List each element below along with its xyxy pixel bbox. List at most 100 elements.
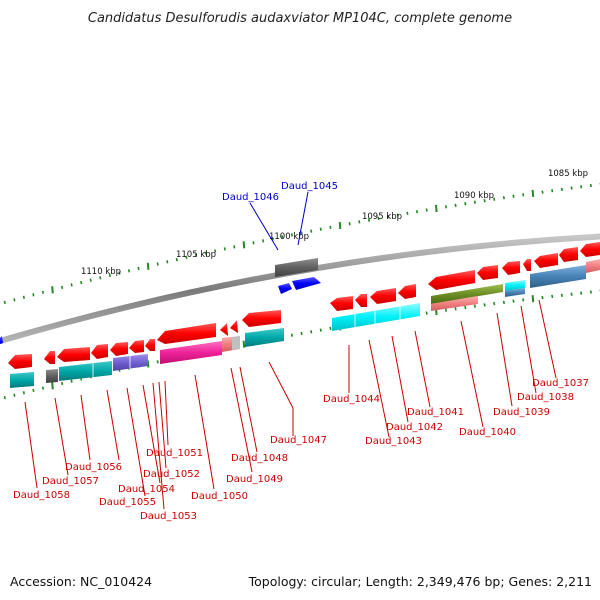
- major-tick: [242, 241, 246, 249]
- minor-tick: [252, 241, 255, 245]
- minor-tick: [406, 211, 409, 215]
- minor-tick: [464, 202, 467, 206]
- minor-tick: [396, 213, 399, 217]
- accession-text: Accession: NC_010424: [10, 574, 152, 589]
- gene-feature: [505, 288, 525, 297]
- gene-feature: [278, 283, 292, 294]
- minor-tick: [137, 266, 140, 271]
- gene-label: Daud_1044: [323, 394, 380, 405]
- minor-tick: [175, 257, 178, 262]
- minor-tick: [262, 239, 265, 243]
- minor-tick: [319, 328, 322, 332]
- minor-tick: [89, 278, 92, 282]
- minor-tick: [223, 247, 226, 251]
- minor-tick: [13, 393, 16, 397]
- minor-tick: [290, 333, 293, 337]
- gene-feature: [91, 344, 108, 359]
- minor-tick: [22, 391, 25, 395]
- genome-title: Candidatus Desulforudis audaxviator MP10…: [88, 11, 512, 26]
- minor-tick: [541, 295, 544, 300]
- minor-tick: [214, 249, 217, 253]
- ruler-label-1085: 1085 kbp: [548, 169, 588, 179]
- gene-label: Daud_1039: [493, 407, 550, 418]
- minor-tick: [551, 294, 554, 299]
- minor-tick: [281, 235, 284, 239]
- minor-tick: [310, 229, 313, 233]
- gene-label: Daud_1045: [281, 181, 338, 192]
- minor-tick: [483, 303, 486, 307]
- minor-tick: [502, 196, 505, 200]
- gene-label: Daud_1054: [118, 484, 175, 495]
- minor-tick: [522, 193, 525, 197]
- minor-tick: [570, 292, 573, 296]
- ruler-label-1100: 1100 kbp: [269, 232, 309, 242]
- minor-tick: [41, 290, 45, 294]
- minor-tick: [185, 255, 188, 260]
- minor-tick: [512, 299, 515, 303]
- major-tick: [338, 221, 342, 230]
- minor-tick: [290, 233, 293, 237]
- minor-tick: [522, 298, 525, 302]
- gene-feature: [230, 320, 238, 333]
- minor-tick: [473, 304, 476, 308]
- gene-feature: [110, 342, 128, 356]
- minor-tick: [377, 216, 380, 221]
- minor-tick: [3, 395, 6, 400]
- minor-tick: [425, 208, 428, 212]
- gene-feature: [57, 347, 90, 362]
- gene-label: Daud_1055: [99, 497, 156, 508]
- major-tick: [51, 382, 54, 390]
- inner-ticks: [3, 289, 600, 400]
- minor-tick: [415, 210, 419, 214]
- minor-tick: [3, 300, 6, 305]
- minor-tick: [61, 381, 64, 386]
- gene-label: Daud_1043: [365, 436, 422, 447]
- gene-feature: [355, 294, 367, 307]
- gene-feature: [113, 354, 148, 371]
- minor-tick: [310, 330, 313, 334]
- gene-feature: [232, 336, 240, 350]
- minor-tick: [387, 215, 390, 219]
- minor-tick: [560, 187, 563, 192]
- gene-label: Daud_1056: [65, 462, 122, 473]
- minor-tick: [156, 360, 159, 364]
- minor-tick: [166, 260, 169, 264]
- gene-feature: [332, 303, 420, 331]
- gene-feature: [559, 247, 578, 262]
- gene-feature: [242, 310, 281, 327]
- gene-feature: [370, 288, 396, 304]
- ruler-label-1110: 1110 kbp: [81, 267, 121, 277]
- minor-tick: [32, 388, 35, 393]
- gene-label: Daud_1038: [517, 392, 574, 403]
- gene-feature: [431, 296, 478, 311]
- minor-tick: [70, 283, 73, 287]
- gene-label: Daud_1040: [459, 427, 516, 438]
- gene-feature: [530, 265, 586, 288]
- minor-tick: [329, 326, 332, 331]
- minor-tick: [70, 379, 73, 383]
- minor-tick: [589, 290, 592, 294]
- gene-label: Daud_1047: [270, 435, 327, 446]
- gene-label: Daud_1052: [143, 469, 200, 480]
- minor-tick: [233, 245, 236, 249]
- minor-tick: [329, 225, 332, 230]
- minor-tick: [589, 183, 592, 188]
- minor-tick: [61, 285, 64, 290]
- minor-tick: [444, 308, 448, 312]
- minor-tick: [348, 222, 351, 226]
- gene-feature: [160, 341, 222, 364]
- gene-feature: [502, 261, 520, 275]
- major-tick: [51, 286, 54, 294]
- minor-tick: [493, 197, 496, 201]
- gene-feature: [505, 280, 525, 291]
- minor-tick: [41, 386, 45, 390]
- gene-feature: [8, 354, 32, 369]
- minor-tick: [204, 251, 207, 255]
- gene-feature: [534, 253, 558, 268]
- gene-label: Daud_1048: [231, 453, 288, 464]
- leader-lines-blue: [249, 191, 309, 251]
- gene-label: Daud_1041: [407, 407, 464, 418]
- minor-tick: [444, 205, 448, 209]
- gene-label: Daud_1053: [140, 511, 197, 522]
- minor-tick: [425, 311, 428, 315]
